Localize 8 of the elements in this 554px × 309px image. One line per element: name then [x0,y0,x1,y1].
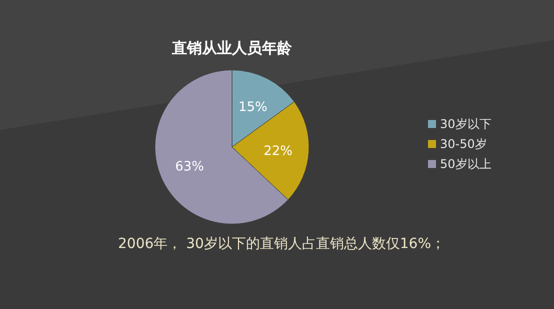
legend-label: 30岁以下 [440,117,492,131]
data-label: 15% [238,100,268,115]
text: 2006年， 30岁以下的直销人占直销总人数仅16%； [118,236,446,252]
legend-label: 30-50岁 [440,137,487,151]
legend-label: 50岁以上 [440,157,492,171]
data-label: 22% [264,144,293,159]
chart-title: 直销从业人员年龄 [171,39,293,57]
data-label: 63% [175,159,204,174]
